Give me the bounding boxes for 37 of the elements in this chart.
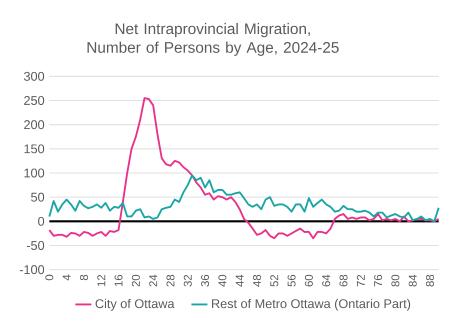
x-tick-label: 52 [270, 274, 278, 287]
x-tick-label: 68 [339, 274, 348, 286]
line-series [48, 97, 440, 240]
y-tick-label: -100 [20, 265, 44, 274]
x-tick-label: 44 [236, 274, 244, 287]
y-tick-label: 0 [38, 216, 44, 226]
x-tick-label: 60 [304, 274, 313, 286]
legend-label: Rest of Metro Ottawa (Ontario Part) [212, 298, 410, 311]
y-tick-label: -50 [26, 241, 44, 250]
x-tick-label: 24 [149, 274, 158, 286]
x-tick-label: 12 [97, 274, 106, 286]
x-tick-label: 40 [218, 274, 226, 287]
y-tick-label: 150 [24, 144, 44, 154]
x-tick-label: 76 [374, 274, 382, 286]
x-tick-label: 28 [166, 274, 174, 286]
x-tick-label: 80 [391, 274, 400, 286]
x-tick-label: 20 [132, 274, 140, 286]
x-tick-label: 32 [184, 274, 192, 287]
chart-title: Net Intraprovincial Migration, Number of Persons by Age, 2024-25 [88, 22, 339, 56]
legend-label: City of Ottawa [96, 298, 174, 311]
y-tick-label: 200 [24, 120, 44, 130]
y-tick-label: 50 [31, 192, 44, 202]
x-tick-label: 48 [252, 274, 261, 287]
x-tick-label: 72 [356, 274, 365, 286]
x-tick-label: 64 [322, 274, 330, 286]
y-tick-label: 100 [24, 168, 44, 178]
x-tick-label: 0 [45, 274, 54, 280]
x-tick-label: 56 [288, 274, 296, 287]
x-tick-label: 4 [62, 274, 71, 280]
x-tick-label: 16 [114, 274, 123, 286]
line-series [48, 174, 440, 222]
x-tick-label: 84 [408, 274, 417, 286]
x-tick-label: 8 [80, 274, 88, 280]
y-tick-label: 250 [24, 96, 44, 105]
y-tick-label: 300 [24, 72, 44, 81]
x-tick-label: 88 [426, 274, 434, 286]
x-tick-label: 36 [201, 274, 210, 287]
